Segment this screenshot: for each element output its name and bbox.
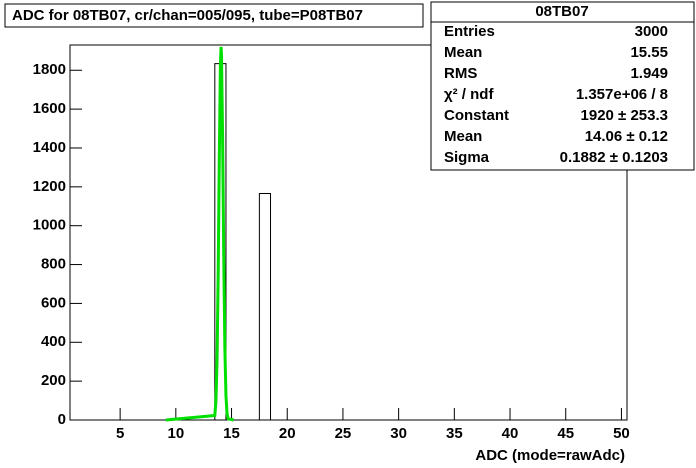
stats-value: 1920 ± 253.3 (581, 107, 668, 124)
bar (214, 63, 227, 421)
y-tick-label: 800 (41, 256, 66, 273)
x-tick-label: 10 (167, 425, 184, 442)
stats-label: Entries (444, 23, 495, 40)
stats-title: 08TB07 (535, 3, 588, 20)
stats-label: Mean (444, 128, 482, 145)
stats-value: 1.949 (630, 65, 668, 82)
y-tick-label: 1800 (33, 61, 66, 78)
y-tick-label: 200 (41, 372, 66, 389)
stats-label: χ² / ndf (444, 86, 494, 103)
x-tick-label: 5 (116, 425, 124, 442)
bar (258, 192, 272, 421)
stats-value: 0.1882 ± 0.1203 (560, 149, 668, 166)
stats-label: RMS (444, 65, 477, 82)
chart-title: ADC for 08TB07, cr/chan=005/095, tube=P0… (12, 7, 363, 24)
stats-box: 08TB07 (430, 1, 695, 171)
stats-label: Constant (444, 107, 509, 124)
x-tick-label: 50 (613, 425, 630, 442)
y-tick-label: 600 (41, 294, 66, 311)
y-tick-label: 1200 (33, 178, 66, 195)
stats-value: 3000 (635, 23, 668, 40)
x-tick-label: 35 (446, 425, 463, 442)
x-axis-label: ADC (mode=rawAdc) (475, 447, 625, 464)
y-tick-label: 400 (41, 333, 66, 350)
y-tick-label: 1600 (33, 100, 66, 117)
x-tick-label: 30 (390, 425, 407, 442)
x-tick-label: 40 (502, 425, 519, 442)
stats-value: 14.06 ± 0.12 (585, 128, 668, 145)
y-tick-label: 1000 (33, 217, 66, 234)
x-tick-label: 25 (335, 425, 352, 442)
stats-label: Sigma (444, 149, 490, 166)
stats-value: 15.55 (630, 44, 668, 61)
stats-label: Mean (444, 44, 482, 61)
stats-frame (430, 1, 695, 171)
y-tick-label: 0 (58, 411, 66, 428)
fit-line (165, 46, 235, 422)
x-tick-label: 45 (557, 425, 574, 442)
y-tick-label: 1400 (33, 139, 66, 156)
title-box (4, 3, 424, 28)
stats-value: 1.357e+06 / 8 (576, 86, 668, 103)
x-tick-label: 20 (279, 425, 296, 442)
x-tick-label: 15 (223, 425, 240, 442)
